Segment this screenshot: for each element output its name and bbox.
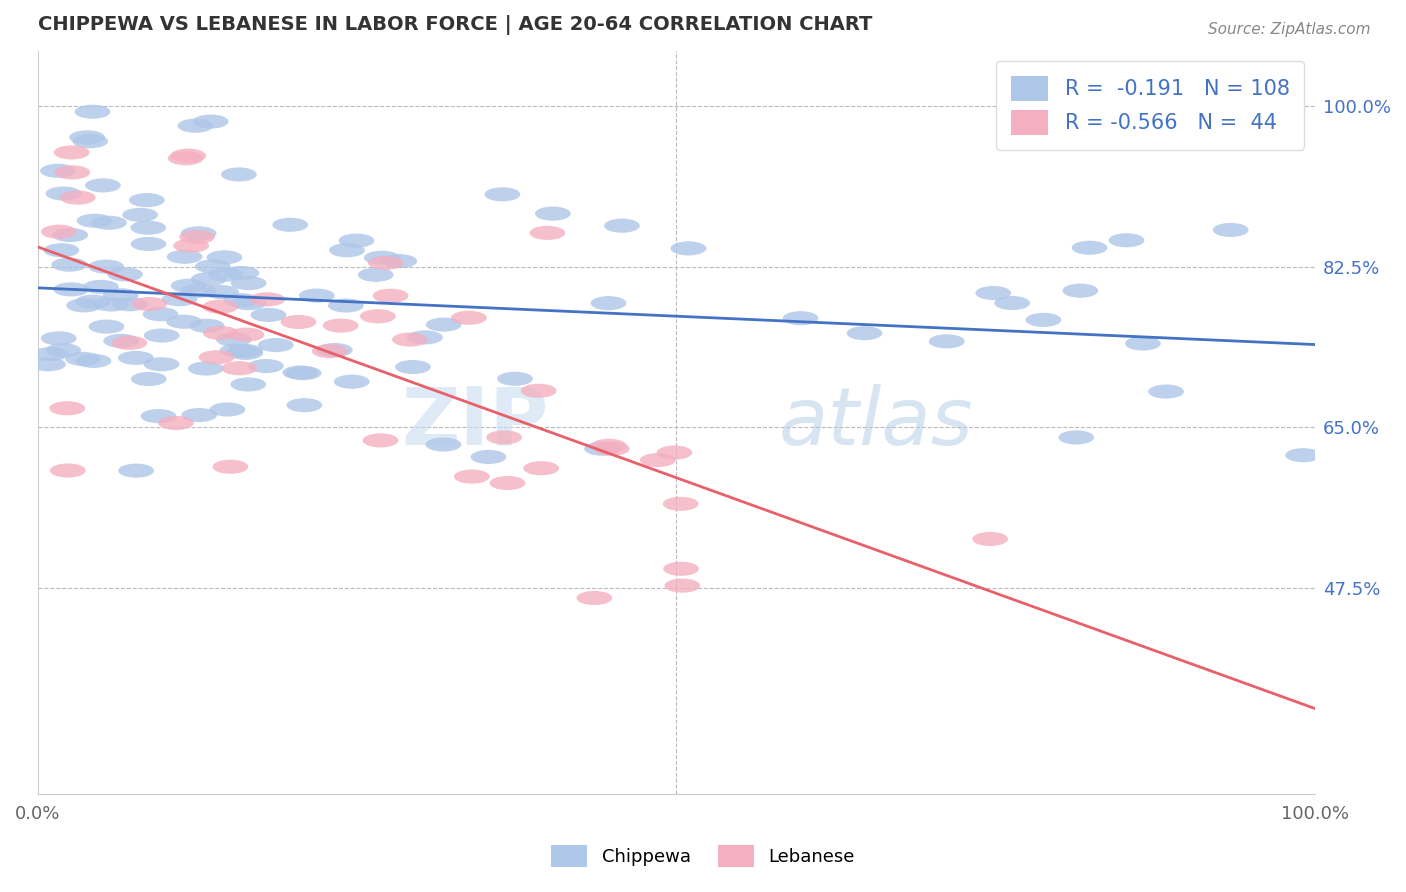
Text: Source: ZipAtlas.com: Source: ZipAtlas.com bbox=[1208, 22, 1371, 37]
Text: ZIP: ZIP bbox=[401, 384, 548, 461]
Legend: Chippewa, Lebanese: Chippewa, Lebanese bbox=[544, 838, 862, 874]
Text: atlas: atlas bbox=[779, 384, 973, 461]
Text: CHIPPEWA VS LEBANESE IN LABOR FORCE | AGE 20-64 CORRELATION CHART: CHIPPEWA VS LEBANESE IN LABOR FORCE | AG… bbox=[38, 15, 872, 35]
Legend: R =  -0.191   N = 108, R = -0.566   N =  44: R = -0.191 N = 108, R = -0.566 N = 44 bbox=[995, 62, 1305, 150]
